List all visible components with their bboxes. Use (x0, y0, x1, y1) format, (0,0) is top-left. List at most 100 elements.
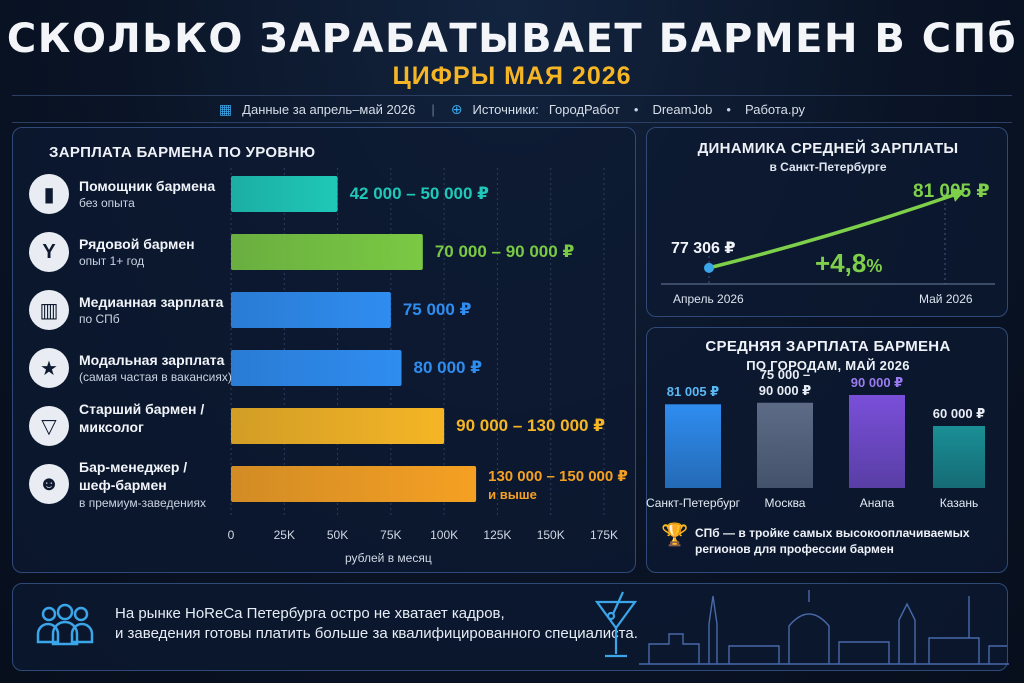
meta-bar: ▦ Данные за апрель–май 2026 | ⊕ Источник… (12, 95, 1012, 123)
panel-title: СРЕДНЯЯ ЗАРПЛАТА БАРМЕНА (705, 338, 951, 355)
level-name: Старший бармен / (79, 401, 205, 417)
bar-value-label: 90 000 – 130 000 ₽ (456, 416, 606, 435)
trophy-icon: 🏆 (661, 522, 689, 547)
level-name-cont: миксолог (79, 419, 144, 435)
meta-separator: | (431, 101, 435, 117)
city-value-line: 90 000 ₽ (758, 382, 812, 398)
salary-by-level-panel: ЗАРПЛАТА БАРМЕНА ПО УРОВНЮ ▮ Помощник бар… (12, 127, 636, 573)
note-text: СПб — в тройке самых высокооплачиваемых … (695, 525, 970, 557)
city-name-label: Санкт-Петербург (645, 496, 741, 510)
bar-value-extra: и выше (488, 487, 537, 502)
growth-label: +4,8% (815, 248, 882, 279)
panel-title: ЗАРПЛАТА БАРМЕНА ПО УРОВНЮ (49, 144, 316, 161)
growth-unit: % (866, 256, 883, 276)
salary-line (708, 192, 958, 270)
salary-by-city-chart (665, 395, 985, 488)
level-bar (231, 350, 402, 386)
arrow-head-icon (951, 187, 965, 202)
data-point (704, 262, 714, 273)
panel-title: ДИНАМИКА СРЕДНЕЙ ЗАРПЛАТЫ (697, 140, 959, 157)
bullet-icon: • (633, 101, 639, 117)
bar-value-label: 130 000 – 150 000 ₽ (488, 468, 628, 485)
note-line: СПб — в тройке самых высокооплачиваемых (695, 526, 970, 540)
level-bar (231, 466, 477, 502)
level-note: (самая частая в вакансиях) (79, 370, 232, 384)
sources-icon: ⊕ (450, 100, 463, 117)
bar-chart-icon: ▥ (29, 290, 69, 330)
x-tick-label: 75K (380, 528, 402, 542)
level-name: Модальная зарплата (79, 352, 225, 368)
city-value-label: 60 000 ₽ (932, 406, 986, 421)
bullet-icon: • (726, 101, 731, 117)
level-note: без опыта (79, 196, 135, 210)
bar-value-label: 42 000 – 50 000 ₽ (349, 184, 490, 203)
source-item: ГородРабот (548, 101, 620, 117)
level-note: по СПб (79, 312, 120, 326)
cocktail-glass-icon: Y (29, 232, 69, 272)
city-bar (665, 404, 721, 488)
city-bar (757, 402, 813, 488)
salary-dynamics-chart (661, 187, 995, 285)
city-value-label: 81 005 ₽ (666, 384, 720, 400)
source-item: Работа.ру (744, 101, 806, 117)
x-tick-label: 150K (536, 528, 565, 542)
growth-value: +4,8 (815, 248, 867, 278)
city-name-label: Казань (939, 496, 979, 510)
footer-panel: На рынке HoReCa Петербурга остро не хват… (12, 583, 1009, 671)
level-bar (231, 408, 445, 444)
level-name: Помощник бармена (79, 178, 216, 194)
salary-dynamics-panel: ДИНАМИКА СРЕДНЕЙ ЗАРПЛАТЫ в Санкт-Петерб… (646, 127, 1008, 317)
bar-value-label: 80 000 ₽ (413, 358, 483, 377)
city-name-label: Москва (764, 496, 806, 510)
x-tick-label: 125K (483, 528, 512, 542)
x-tick-label: 25K (273, 528, 295, 542)
bar-value-label: 75 000 ₽ (402, 300, 472, 319)
glass-icon: ▽ (29, 406, 69, 446)
level-bar (231, 292, 391, 328)
city-value-label: 90 000 ₽ (850, 375, 904, 390)
x-tick-label: 0 (227, 528, 235, 542)
level-bar (231, 176, 338, 212)
x-axis-title: рублей в месяц (345, 551, 432, 565)
salary-by-level-chart (230, 168, 605, 518)
footer-line: На рынке HoReCa Петербурга остро не хват… (115, 605, 505, 622)
x-label-start: Апрель 2026 (673, 292, 744, 306)
x-tick-label: 175K (589, 528, 619, 542)
martini-glass-icon (594, 591, 638, 658)
start-value-label: 77 306 ₽ (671, 240, 736, 257)
building-icon: ▦ (218, 100, 233, 117)
city-name-label: Анапа (859, 496, 895, 510)
team-icon (36, 603, 94, 646)
city-bar (933, 426, 985, 488)
level-name: Бар-менеджер / (79, 459, 188, 475)
level-name: Медианная зарплата (79, 294, 224, 310)
level-name-cont: шеф-бармен (79, 477, 167, 493)
manager-icon: ☻ (29, 464, 69, 504)
city-bar (849, 395, 905, 488)
city-value-line: 75 000 – (759, 366, 811, 382)
page-subtitle: ЦИФРЫ МАЯ 2026 (392, 62, 632, 90)
footer-text: На рынке HoReCa Петербурга остро не хват… (115, 604, 638, 644)
panel-subtitle: ПО ГОРОДАМ, МАЙ 2026 (746, 358, 910, 373)
level-bar (231, 234, 423, 270)
note-line: регионов для профессии бармен (695, 542, 894, 556)
x-tick-label: 100K (430, 528, 459, 542)
end-value-label: 81 005 ₽ (913, 181, 990, 202)
shaker-icon: ▮ (29, 174, 69, 214)
star-icon: ★ (29, 348, 69, 388)
period-text: Данные за апрель–май 2026 (242, 101, 416, 117)
level-note: в премиум-заведениях (79, 496, 206, 510)
level-name: Рядовой бармен (79, 236, 195, 252)
x-tick-label: 50K (326, 528, 349, 542)
footer-line: и заведения готовы платить больше за ква… (115, 625, 638, 642)
city-value-label: 75 000 –90 000 ₽ (745, 367, 825, 399)
page-title: СКОЛЬКО ЗАРАБАТЫВАЕТ БАРМЕН В СПб (6, 16, 1018, 62)
bar-value-label: 70 000 – 90 000 ₽ (434, 242, 575, 261)
salary-by-city-panel: СРЕДНЯЯ ЗАРПЛАТА БАРМЕНА ПО ГОРОДАМ, МАЙ… (646, 327, 1008, 573)
panel-subtitle: в Санкт-Петербурге (769, 160, 887, 174)
x-label-end: Май 2026 (919, 292, 973, 306)
source-item: DreamJob (652, 101, 713, 117)
city-skyline-illustration (639, 590, 1009, 665)
level-note: опыт 1+ год (79, 254, 145, 268)
sources-label: Источники: (472, 101, 539, 117)
